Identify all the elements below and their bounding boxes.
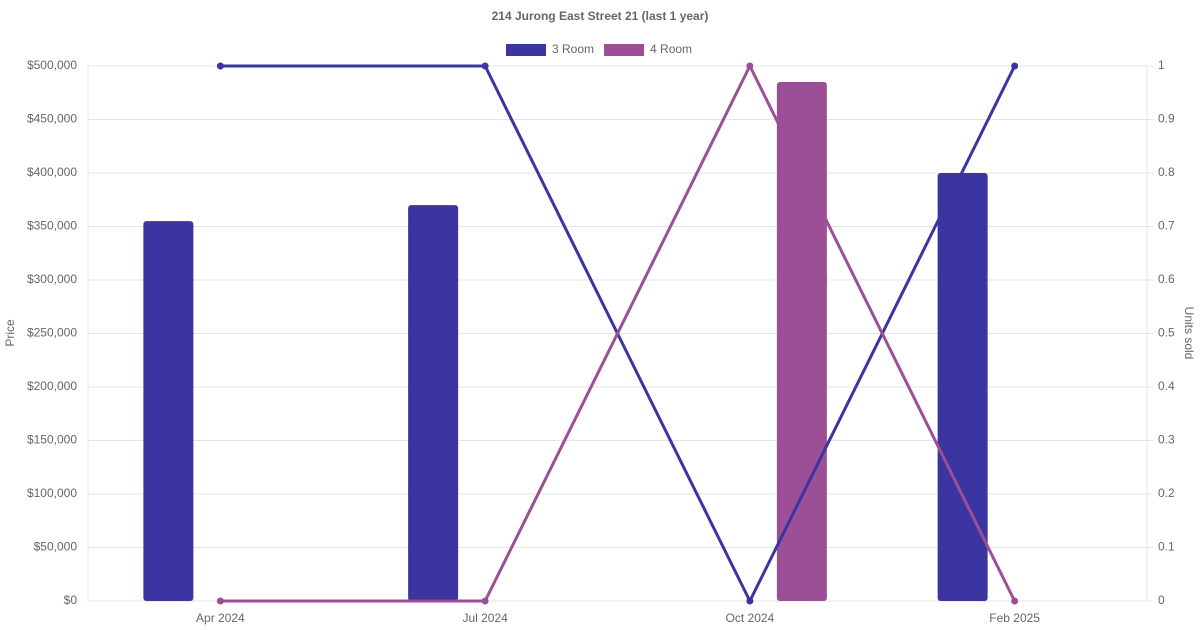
bar [143, 221, 194, 601]
y-tick-label: $450,000 [27, 112, 77, 126]
units-point [481, 597, 489, 605]
units-point [216, 597, 224, 605]
x-tick-label: Feb 2025 [989, 611, 1040, 625]
y2-tick-label: 0.5 [1158, 326, 1175, 340]
y-axis-label: Price [3, 319, 17, 347]
chart-title: 214 Jurong East Street 21 (last 1 year) [492, 9, 709, 23]
y-tick-label: $200,000 [27, 379, 77, 393]
legend-label[interactable]: 3 Room [552, 42, 594, 56]
y-tick-label: $350,000 [27, 219, 77, 233]
units-point [216, 62, 224, 70]
y-tick-label: $0 [64, 593, 78, 607]
x-tick-label: Jul 2024 [462, 611, 508, 625]
bar [776, 82, 827, 602]
y2-axis-label: Units sold [1182, 307, 1196, 360]
y2-tick-label: 1 [1158, 58, 1165, 72]
units-point [746, 597, 754, 605]
x-tick-label: Oct 2024 [726, 611, 775, 625]
y-tick-label: $300,000 [27, 272, 77, 286]
legend-swatch[interactable] [604, 44, 645, 56]
units-point [746, 62, 754, 70]
y2-tick-label: 0.7 [1158, 219, 1175, 233]
y2-tick-label: 0.3 [1158, 433, 1175, 447]
y-tick-label: $400,000 [27, 165, 77, 179]
y-tick-label: $100,000 [27, 486, 77, 500]
y-tick-label: $50,000 [34, 540, 78, 554]
bar [408, 205, 459, 601]
y2-tick-label: 0.9 [1158, 112, 1175, 126]
units-point [1011, 62, 1019, 70]
units-line [220, 62, 1016, 603]
y-tick-label: $150,000 [27, 433, 77, 447]
y-tick-label: $250,000 [27, 326, 77, 340]
y2-tick-label: 0.4 [1158, 379, 1175, 393]
units-point [1011, 597, 1019, 605]
x-tick-label: Apr 2024 [196, 611, 245, 625]
bar [937, 173, 988, 601]
y2-tick-label: 0 [1158, 593, 1165, 607]
y2-tick-label: 0.6 [1158, 272, 1175, 286]
y2-tick-label: 0.8 [1158, 165, 1175, 179]
y2-tick-label: 0.2 [1158, 486, 1175, 500]
legend-swatch[interactable] [506, 44, 546, 56]
units-point [481, 62, 489, 70]
y-tick-label: $500,000 [27, 58, 77, 72]
legend-label[interactable]: 4 Room [650, 42, 692, 56]
y2-tick-label: 0.1 [1158, 540, 1175, 554]
